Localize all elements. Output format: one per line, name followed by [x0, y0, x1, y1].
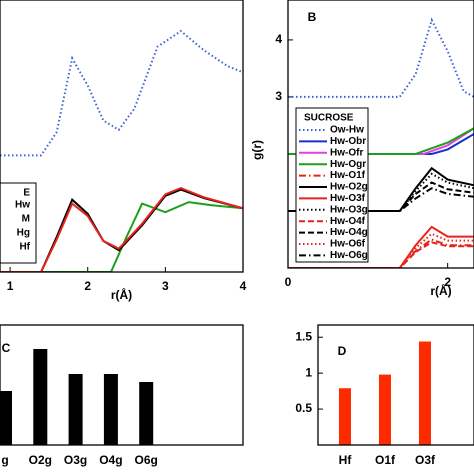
legend-label: Hw-O6f [330, 239, 366, 250]
x-axis-label: r(Å) [430, 283, 451, 298]
legend-label: Hw-Ogr [330, 159, 366, 170]
legend-label: Hw-O1f [330, 170, 366, 181]
series-line [288, 241, 474, 268]
y-tick-label: 4 [275, 32, 282, 46]
y-tick-label: 1.5 [295, 329, 312, 343]
y-tick-label: 0.5 [295, 401, 312, 415]
bar [68, 374, 83, 445]
x-tick-label: 2 [444, 275, 451, 289]
x-tick-label: g [1, 453, 8, 467]
series-line [288, 232, 474, 268]
panel: 1 2 3 4 r(Å) EHw M Hg Hf [0, 0, 247, 302]
series-line [0, 187, 243, 272]
x-tick-label: 0 [285, 275, 292, 289]
y-tick-label: 1 [305, 365, 312, 379]
x-tick-label: O1f [375, 453, 396, 467]
legend-label: Hw-O6g [330, 250, 368, 261]
series-line [288, 225, 474, 268]
series-line [288, 187, 474, 212]
x-tick-label: O6g [135, 453, 158, 467]
legend-label: Ow-Hw [330, 125, 364, 136]
series-line [288, 17, 474, 98]
x-tick-label: O2g [29, 453, 52, 467]
panel-label: D [338, 344, 347, 358]
legend-label: Hw-Ofr [330, 147, 363, 158]
panel-label: C [2, 341, 11, 355]
y-tick-label: 3 [275, 89, 282, 103]
x-tick-label: 4 [240, 279, 247, 293]
x-axis-label: r(Å) [111, 287, 132, 302]
panel: 340 2r(Å)g(r)BSUCROSEOw-HwHw-ObrHw-OfrHw-… [250, 0, 474, 298]
panel: Cg O2g O3g O4g O6g [0, 324, 244, 467]
legend-label: Hw [15, 200, 30, 211]
bar [33, 349, 48, 445]
legend-label: M [22, 214, 30, 225]
legend-label: Hw-O4g [330, 227, 368, 238]
x-tick-label: O3f [415, 453, 436, 467]
x-tick-label: 1 [7, 279, 14, 293]
x-tick-label: Hf [339, 453, 353, 467]
panel-label: B [308, 10, 317, 24]
bar [339, 388, 351, 445]
legend-box [0, 182, 37, 264]
bar [0, 391, 12, 445]
plot-area [288, 17, 474, 268]
legend-title: SUCROSE [304, 113, 354, 124]
x-tick-label: O4g [99, 453, 122, 467]
legend-label: Hw-Obr [330, 136, 366, 147]
bar [419, 341, 431, 445]
x-tick-label: O3g [64, 453, 87, 467]
legend-label: Hw-O3g [330, 204, 368, 215]
legend-label: Hw-O2g [330, 182, 368, 193]
plot-frame [317, 324, 474, 446]
panel: 0.5 1 1.5 D Hf O1f O3f [295, 324, 474, 467]
legend-label: Hw-O3f [330, 193, 366, 204]
series-line [288, 238, 474, 268]
legend-label: Hf [19, 242, 30, 253]
legend-label: Hg [17, 228, 30, 239]
x-tick-label: 2 [84, 279, 91, 293]
bar [103, 374, 118, 445]
legend-label: Hw-O4f [330, 216, 366, 227]
series-line [0, 29, 243, 157]
plot-frame [0, 0, 244, 273]
legend-box [295, 107, 369, 263]
x-tick-label: 3 [162, 279, 169, 293]
bar [139, 382, 154, 445]
y-axis-label: g(r) [250, 140, 264, 160]
plot-frame [287, 0, 474, 269]
legend-title: E [23, 188, 30, 199]
plot-area [0, 29, 243, 272]
bar [379, 374, 391, 445]
plot-frame [0, 324, 244, 446]
